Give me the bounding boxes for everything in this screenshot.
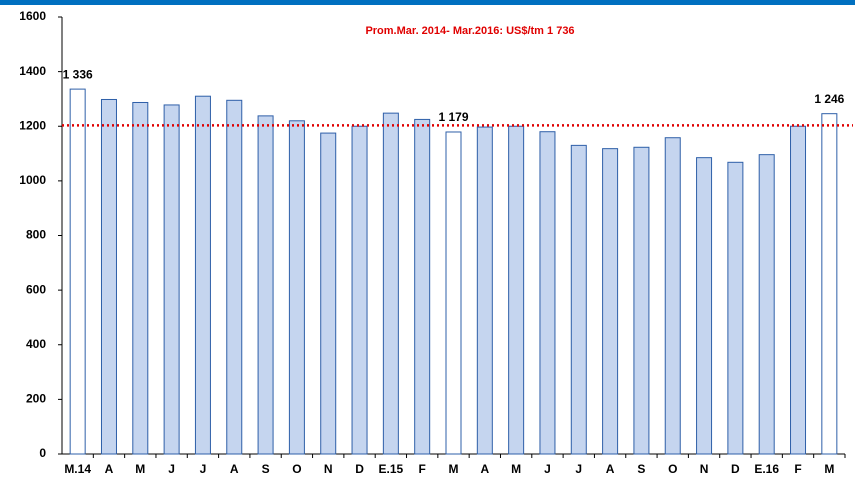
bar <box>257 115 274 455</box>
x-tick-label: F <box>419 462 426 476</box>
bar <box>727 161 744 455</box>
y-tick-label: 400 <box>26 337 46 351</box>
value-label: 1 246 <box>814 92 844 106</box>
bar <box>664 137 681 455</box>
bar <box>382 112 399 455</box>
x-tick-label: S <box>262 462 270 476</box>
top-stripe <box>0 0 855 5</box>
bar <box>633 146 650 455</box>
bar <box>288 120 305 455</box>
x-tick-label: O <box>668 462 677 476</box>
bar <box>351 125 368 455</box>
bar <box>194 95 211 455</box>
x-tick-label: M <box>511 462 521 476</box>
y-tick-label: 1400 <box>19 64 46 78</box>
x-tick-label: A <box>230 462 239 476</box>
y-tick-label: 1000 <box>19 173 46 187</box>
bar <box>476 126 493 455</box>
bar <box>163 104 180 455</box>
value-label: 1 179 <box>438 110 468 124</box>
x-tick-label: A <box>606 462 615 476</box>
bar <box>602 148 619 455</box>
x-tick-label: E.16 <box>754 462 779 476</box>
bar <box>508 125 525 455</box>
x-tick-label: F <box>794 462 801 476</box>
y-tick-label: 1200 <box>19 118 46 132</box>
x-tick-label: O <box>292 462 301 476</box>
bar <box>100 98 117 455</box>
bar <box>132 101 149 455</box>
y-tick-label: 800 <box>26 228 46 242</box>
bar <box>445 131 462 455</box>
y-tick-label: 200 <box>26 392 46 406</box>
x-tick-label: N <box>324 462 333 476</box>
x-tick-label: D <box>731 462 740 476</box>
bar <box>226 99 243 455</box>
bar <box>790 125 807 455</box>
y-tick-label: 1600 <box>19 9 46 23</box>
x-tick-label: A <box>105 462 114 476</box>
bar <box>821 113 838 455</box>
bar <box>414 118 431 455</box>
x-tick-label: J <box>544 462 551 476</box>
x-tick-label: D <box>355 462 364 476</box>
x-tick-label: M.14 <box>64 462 91 476</box>
y-tick-label: 0 <box>39 446 46 460</box>
x-tick-label: N <box>700 462 709 476</box>
x-tick-label: J <box>168 462 175 476</box>
bar <box>539 131 556 455</box>
y-tick-label: 600 <box>26 282 46 296</box>
bar <box>320 132 337 455</box>
value-label: 1 336 <box>63 67 93 81</box>
x-tick-label: M <box>449 462 459 476</box>
x-tick-label: J <box>200 462 207 476</box>
x-tick-label: M <box>824 462 834 476</box>
bar <box>696 157 713 455</box>
bar <box>69 88 86 455</box>
bar <box>758 154 775 455</box>
reference-label: Prom.Mar. 2014- Mar.2016: US$/tm 1 736 <box>365 25 574 37</box>
x-tick-label: A <box>480 462 489 476</box>
x-tick-label: E.15 <box>379 462 404 476</box>
bar <box>570 144 587 455</box>
x-tick-label: M <box>135 462 145 476</box>
x-tick-label: J <box>575 462 582 476</box>
x-tick-label: S <box>637 462 645 476</box>
